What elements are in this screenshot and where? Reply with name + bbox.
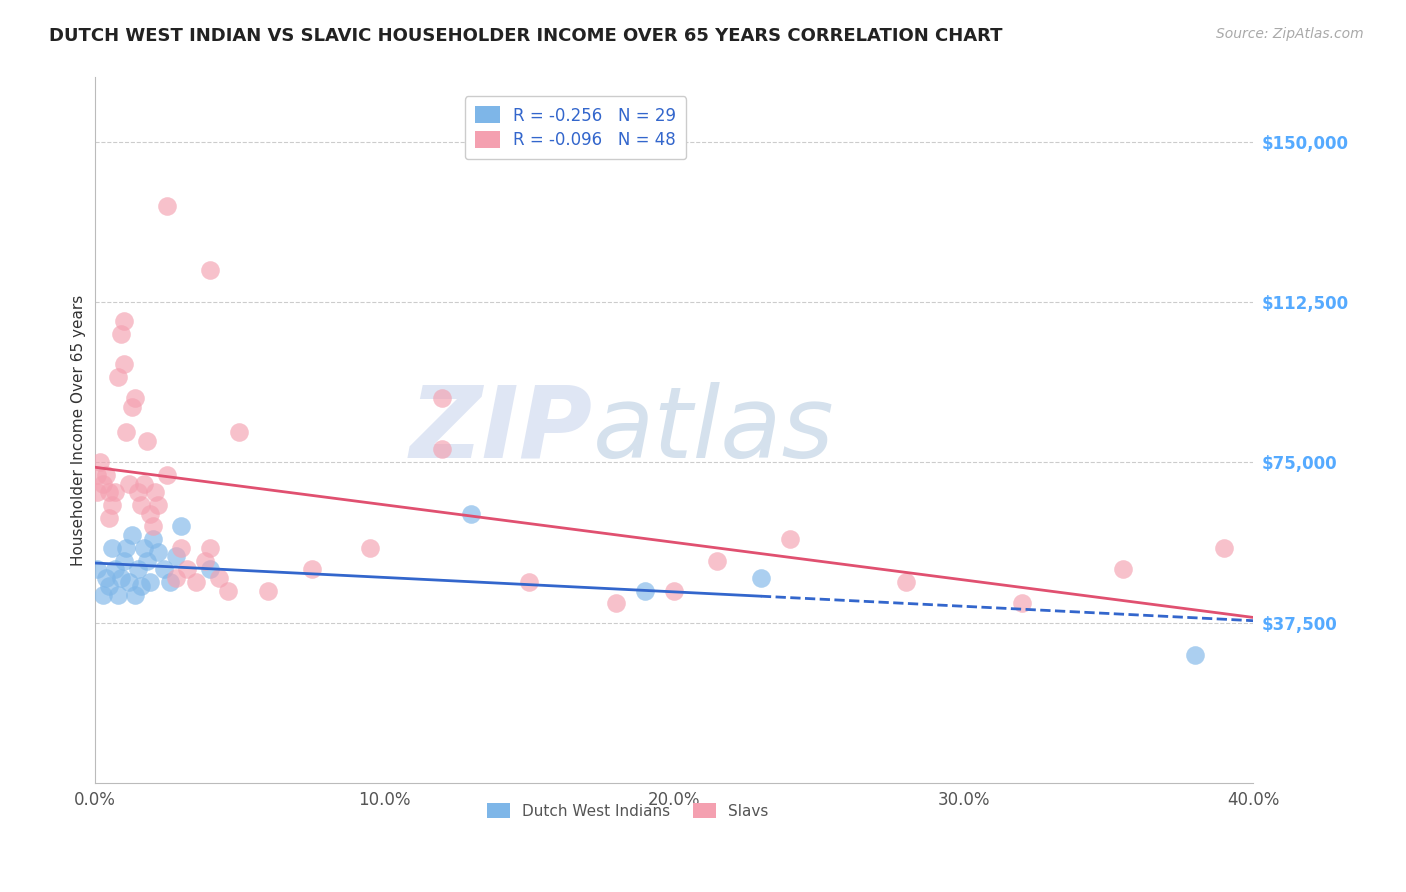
Point — [104, 562, 127, 576]
Point — [184, 575, 207, 590]
Point — [96, 468, 118, 483]
Point — [706, 554, 728, 568]
Point — [432, 391, 454, 405]
Point — [112, 314, 135, 328]
Point — [115, 541, 138, 555]
Point — [91, 476, 114, 491]
Point — [359, 541, 381, 555]
Point — [517, 575, 540, 590]
Point — [107, 588, 129, 602]
Text: Source: ZipAtlas.com: Source: ZipAtlas.com — [1216, 27, 1364, 41]
Point — [165, 549, 187, 564]
Point — [91, 588, 114, 602]
Point — [115, 425, 138, 440]
Point — [228, 425, 250, 440]
Text: atlas: atlas — [593, 382, 835, 479]
Point — [118, 476, 141, 491]
Point — [104, 485, 127, 500]
Point — [200, 541, 222, 555]
Text: ZIP: ZIP — [411, 382, 593, 479]
Point — [432, 442, 454, 457]
Point — [112, 554, 135, 568]
Point — [170, 519, 193, 533]
Point — [110, 326, 132, 341]
Point — [662, 583, 685, 598]
Point — [194, 554, 217, 568]
Point — [127, 485, 149, 500]
Point — [138, 507, 160, 521]
Point — [124, 391, 146, 405]
Point — [257, 583, 280, 598]
Point — [749, 571, 772, 585]
Point — [101, 541, 124, 555]
Point — [86, 468, 108, 483]
Point — [301, 562, 323, 576]
Point — [894, 575, 917, 590]
Point — [121, 528, 143, 542]
Point — [148, 545, 170, 559]
Point — [1184, 648, 1206, 662]
Point — [107, 369, 129, 384]
Point — [200, 562, 222, 576]
Point — [1112, 562, 1135, 576]
Point — [86, 562, 108, 576]
Point — [165, 571, 187, 585]
Point — [129, 579, 152, 593]
Point — [98, 485, 121, 500]
Point — [127, 562, 149, 576]
Point — [460, 507, 482, 521]
Point — [118, 575, 141, 590]
Point — [176, 562, 198, 576]
Point — [121, 400, 143, 414]
Point — [101, 498, 124, 512]
Point — [89, 455, 111, 469]
Point — [1213, 541, 1236, 555]
Text: DUTCH WEST INDIAN VS SLAVIC HOUSEHOLDER INCOME OVER 65 YEARS CORRELATION CHART: DUTCH WEST INDIAN VS SLAVIC HOUSEHOLDER … — [49, 27, 1002, 45]
Point — [208, 571, 231, 585]
Point — [98, 511, 121, 525]
Point — [110, 571, 132, 585]
Point — [156, 199, 179, 213]
Legend: Dutch West Indians, Slavs: Dutch West Indians, Slavs — [481, 797, 775, 825]
Point — [132, 476, 155, 491]
Point — [135, 434, 157, 448]
Point — [132, 541, 155, 555]
Point — [153, 562, 176, 576]
Point — [217, 583, 239, 598]
Point — [605, 596, 627, 610]
Point — [156, 468, 179, 483]
Point — [129, 498, 152, 512]
Point — [138, 575, 160, 590]
Point — [96, 571, 118, 585]
Y-axis label: Householder Income Over 65 years: Householder Income Over 65 years — [72, 294, 86, 566]
Point — [634, 583, 657, 598]
Point — [159, 575, 181, 590]
Point — [86, 485, 108, 500]
Point — [112, 357, 135, 371]
Point — [1011, 596, 1033, 610]
Point — [141, 519, 163, 533]
Point — [124, 588, 146, 602]
Point — [141, 533, 163, 547]
Point — [145, 485, 167, 500]
Point — [98, 579, 121, 593]
Point — [148, 498, 170, 512]
Point — [170, 541, 193, 555]
Point — [779, 533, 801, 547]
Point — [200, 263, 222, 277]
Point — [135, 554, 157, 568]
